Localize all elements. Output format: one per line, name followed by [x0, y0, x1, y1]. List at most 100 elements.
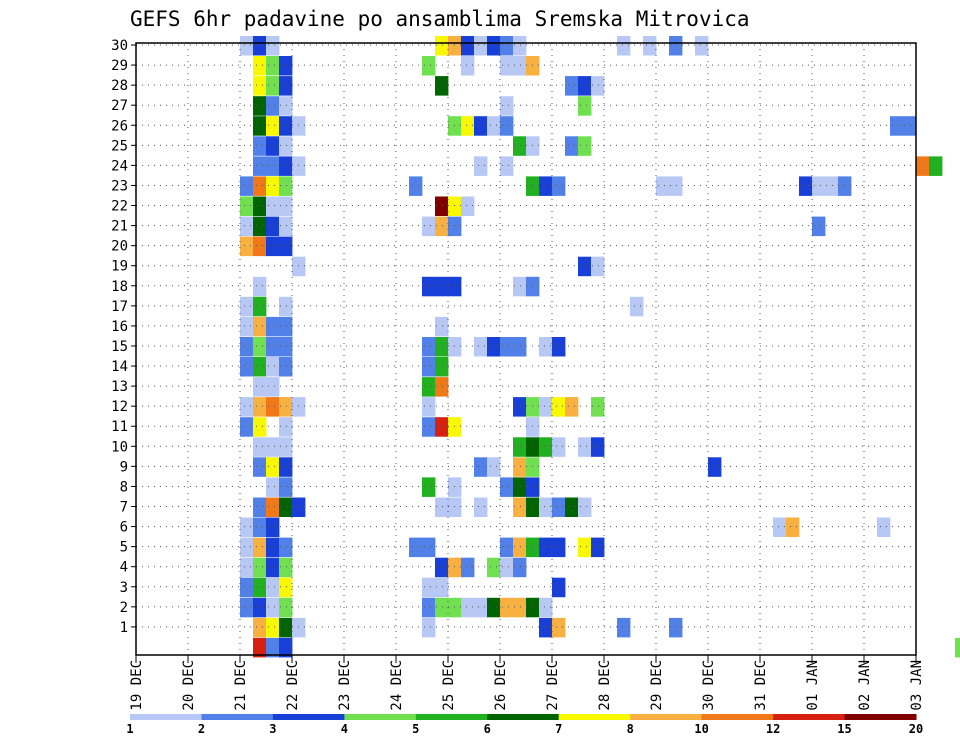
precip-cell: [266, 357, 280, 377]
precip-cell: [435, 216, 449, 237]
x-tick-label: 01 JAN: [805, 660, 821, 711]
precip-cell: [240, 36, 254, 56]
precip-cell: [292, 256, 306, 277]
y-tick-label: 26: [111, 118, 128, 134]
precip-cell: [409, 176, 423, 196]
precip-cell: [266, 457, 280, 477]
precip-cell: [487, 116, 501, 136]
precip-cell: [487, 337, 501, 357]
precip-cell: [292, 397, 306, 417]
precip-cell: [266, 537, 280, 558]
precip-cell: [513, 56, 527, 76]
precip-cell: [279, 56, 293, 76]
precip-cell: [292, 116, 306, 136]
precip-cell: [539, 437, 553, 457]
legend-label: 8: [627, 722, 634, 736]
y-tick-label: 28: [111, 78, 128, 94]
precip-cell: [448, 116, 462, 136]
precip-cell: [253, 56, 267, 76]
precip-cell: [266, 156, 280, 176]
precip-cell: [513, 557, 527, 578]
precip-cell: [513, 597, 527, 618]
precip-cell: [500, 477, 514, 497]
precip-cell: [279, 577, 293, 598]
precip-cell: [292, 497, 306, 517]
legend-swatch: [701, 714, 774, 720]
y-tick-label: 5: [120, 540, 128, 556]
precip-cell: [253, 637, 267, 658]
legend-swatch: [130, 714, 202, 720]
precip-cell: [422, 597, 436, 618]
precip-cell: [435, 337, 449, 357]
precip-cell: [266, 617, 280, 638]
precip-cell: [565, 76, 579, 96]
precip-cell: [448, 36, 462, 56]
precip-cell: [422, 357, 436, 377]
precip-cell: [266, 517, 280, 537]
precip-cell: [266, 176, 280, 196]
precip-cell: [253, 216, 267, 237]
precip-cell: [279, 537, 293, 558]
precip-cell: [279, 136, 293, 156]
legend-swatch: [415, 714, 488, 720]
precip-cell: [253, 497, 267, 517]
precip-cell: [435, 577, 449, 598]
precip-cell: [461, 557, 475, 578]
legend-swatch: [844, 714, 917, 720]
precip-cell: [253, 437, 267, 457]
precip-cell: [279, 316, 293, 337]
x-tick-label: 03 JAN: [909, 660, 925, 711]
precip-cell: [656, 176, 670, 196]
precip-cell: [240, 357, 254, 377]
precip-cell: [578, 437, 592, 457]
precip-cell: [253, 296, 267, 317]
precip-cell: [266, 497, 280, 517]
precip-cell: [279, 337, 293, 357]
x-tick-label: 22 DEC: [285, 660, 301, 711]
precip-cell: [929, 156, 943, 176]
precip-cell: [422, 477, 436, 497]
precip-cell: [279, 497, 293, 517]
precip-cell: [461, 196, 475, 216]
x-tick-label: 31 DEC: [753, 660, 769, 711]
precip-cell: [279, 637, 293, 658]
precip-cell: [279, 76, 293, 96]
precip-cell: [279, 457, 293, 477]
precip-cell: [500, 36, 514, 56]
precip-cell: [500, 56, 514, 76]
precip-cell: [500, 156, 514, 176]
precip-cell: [253, 517, 267, 537]
precip-cell: [513, 337, 527, 357]
precip-cell: [474, 597, 488, 618]
precip-cell: [903, 116, 917, 136]
precip-cell: [253, 377, 267, 397]
precip-cell: [435, 557, 449, 578]
precip-cell: [591, 76, 605, 96]
precip-cell: [526, 437, 540, 457]
precip-cell: [448, 497, 462, 517]
tick-labels-layer: 1234567891011121314151617181920212223242…: [111, 38, 925, 711]
y-tick-label: 22: [111, 199, 128, 215]
precip-cell: [500, 116, 514, 136]
precip-cell: [253, 417, 267, 437]
precip-cell: [513, 457, 527, 477]
y-tick-label: 29: [111, 58, 128, 74]
precip-cell: [253, 397, 267, 417]
y-tick-label: 13: [111, 379, 128, 395]
precip-cell: [240, 417, 254, 437]
precip-cell: [422, 377, 436, 397]
precip-cell: [643, 36, 657, 56]
precip-cell: [422, 337, 436, 357]
precip-cell: [279, 236, 293, 257]
precip-cell: [266, 56, 280, 76]
precip-cell: [552, 537, 566, 558]
precip-cell: [552, 617, 566, 638]
precip-cell: [253, 236, 267, 257]
legend-label: 5: [412, 722, 419, 736]
precip-cell: [461, 597, 475, 618]
precip-cell: [240, 216, 254, 237]
precip-cell: [461, 56, 475, 76]
precip-cell: [240, 236, 254, 257]
precip-cell: [253, 156, 267, 176]
y-tick-label: 30: [111, 38, 128, 54]
